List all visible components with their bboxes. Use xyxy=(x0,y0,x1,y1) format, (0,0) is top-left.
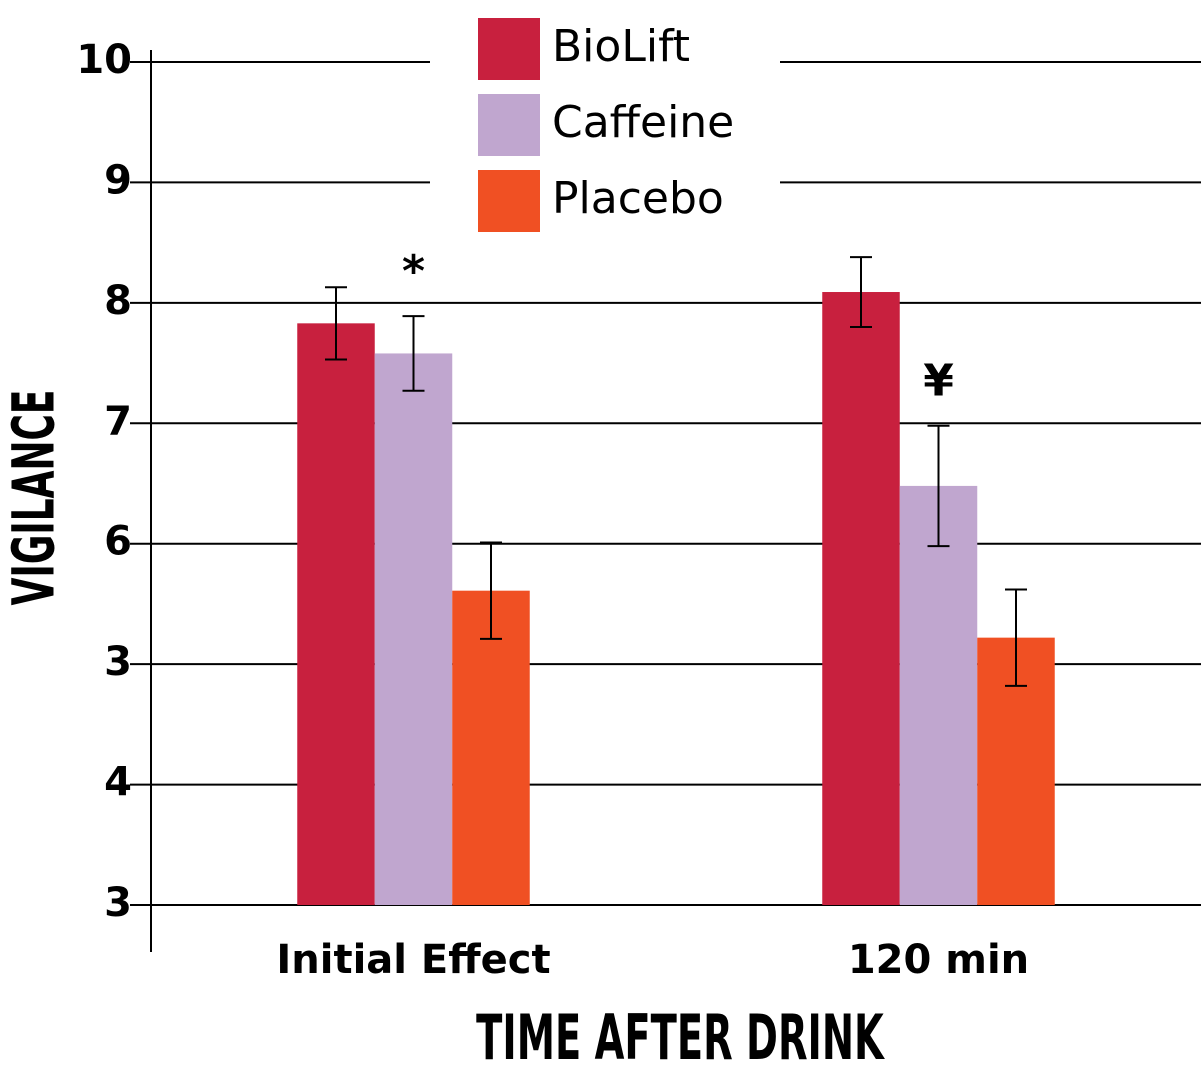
legend-swatch xyxy=(478,94,540,156)
bar xyxy=(899,485,978,905)
error-bar xyxy=(480,541,502,640)
y-tick-label: 7 xyxy=(104,398,132,444)
legend-swatch xyxy=(478,170,540,232)
bar xyxy=(297,323,375,906)
annotation: * xyxy=(402,246,425,297)
legend-label: Caffeine xyxy=(552,97,734,148)
y-tick-label: 3 xyxy=(104,880,132,926)
y-tick-label: 9 xyxy=(104,157,132,203)
annotation: ¥ xyxy=(923,356,954,407)
bar xyxy=(374,353,453,905)
x-axis-title: TIME AFTER DRINK xyxy=(476,1002,885,1074)
error-bar xyxy=(1005,588,1027,687)
y-axis-title: VIGILANCE xyxy=(1,389,68,605)
y-tick-label: 8 xyxy=(104,278,132,324)
error-bar xyxy=(850,256,872,328)
bar xyxy=(822,292,900,906)
y-tick-label: 6 xyxy=(104,519,132,565)
y-tick-label: 4 xyxy=(104,760,132,806)
y-tick-label: 3 xyxy=(104,639,132,685)
legend-label: Placebo xyxy=(552,173,724,224)
legend-swatch xyxy=(478,18,540,80)
error-bar xyxy=(927,424,950,548)
legend-label: BioLift xyxy=(552,21,690,72)
x-tick-label: Initial Effect xyxy=(276,937,550,983)
bar xyxy=(452,590,530,905)
error-bar xyxy=(402,315,425,392)
y-tick-label: 10 xyxy=(76,37,132,83)
x-tick-label: 120 min xyxy=(848,937,1029,983)
error-bar xyxy=(325,286,347,361)
